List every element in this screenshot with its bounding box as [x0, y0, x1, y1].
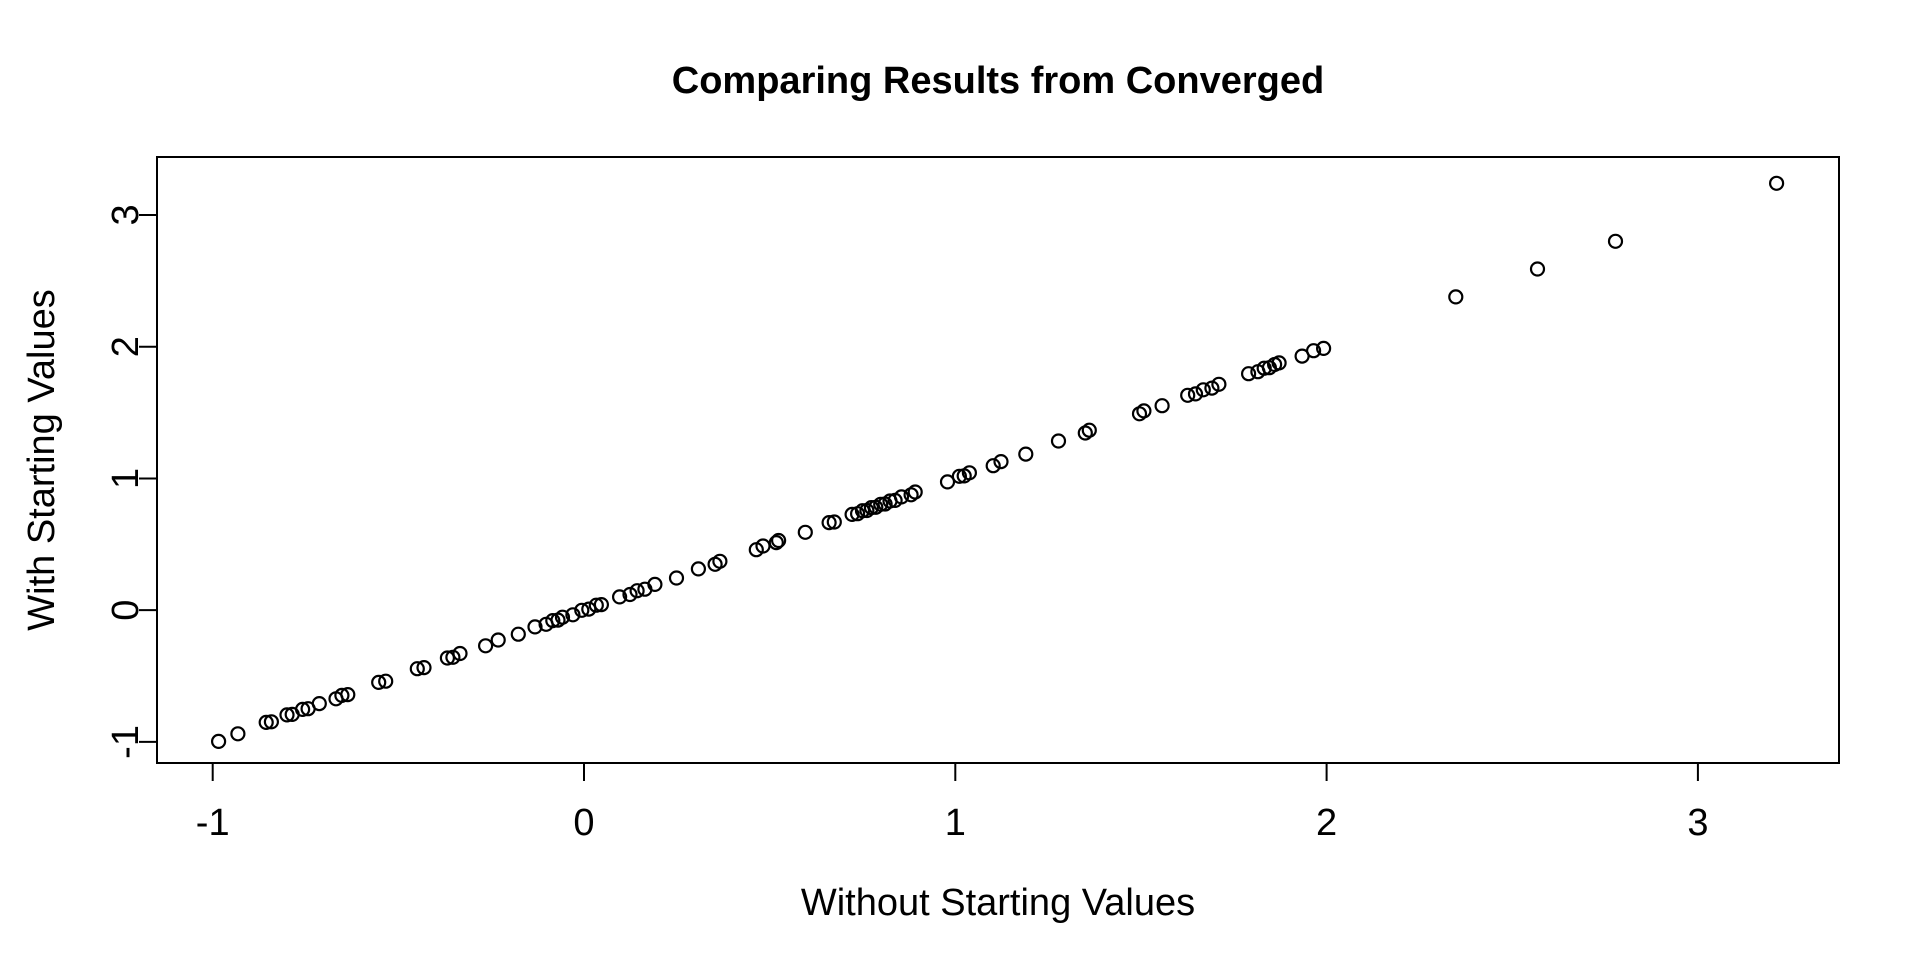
data-point — [629, 583, 645, 599]
data-point — [554, 609, 571, 625]
data-point — [647, 576, 663, 593]
y-tick-label: 1 — [105, 468, 147, 489]
data-point — [1607, 233, 1624, 249]
data-point — [993, 454, 1009, 470]
data-point — [1448, 289, 1464, 305]
y-tick-label: 3 — [105, 204, 147, 225]
data-point — [907, 484, 923, 500]
data-point — [1768, 175, 1785, 191]
x-tick-label: 0 — [573, 802, 594, 844]
data-point — [574, 602, 590, 618]
data-point — [1529, 261, 1546, 277]
data-point — [821, 514, 837, 531]
data-point — [1195, 382, 1211, 398]
data-point — [1271, 355, 1287, 371]
data-point — [854, 503, 871, 519]
data-point — [378, 673, 394, 689]
data-point — [211, 733, 227, 750]
data-point — [1315, 340, 1332, 356]
y-tick-label: -1 — [105, 725, 147, 759]
data-point — [1305, 343, 1322, 359]
data-point — [844, 506, 860, 523]
data-point — [371, 674, 387, 691]
data-point — [826, 514, 842, 530]
data-point — [279, 707, 295, 723]
data-point — [755, 538, 771, 554]
y-tick-label: 0 — [105, 600, 147, 621]
data-point — [527, 619, 543, 635]
data-point — [863, 500, 880, 516]
data-point — [985, 458, 1001, 474]
x-tick-label: 3 — [1687, 802, 1708, 844]
data-point — [1081, 422, 1097, 438]
data-point — [951, 468, 968, 484]
data-point — [1018, 446, 1034, 462]
data-point — [295, 701, 311, 718]
data-point — [263, 714, 279, 730]
data-point — [510, 626, 526, 642]
data-point — [490, 632, 506, 648]
data-point — [797, 524, 813, 540]
x-tick-label: -1 — [196, 802, 230, 844]
data-point — [416, 659, 432, 676]
data-point — [340, 686, 356, 703]
data-point — [230, 726, 246, 742]
data-point — [690, 561, 707, 577]
data-point — [768, 534, 784, 551]
data-point — [1136, 403, 1152, 419]
data-point — [1180, 387, 1196, 403]
data-point — [939, 474, 956, 490]
data-point — [452, 645, 468, 662]
data-point — [893, 489, 910, 505]
data-point — [1211, 376, 1227, 392]
chart-title: Comparing Results from Converged — [672, 60, 1324, 102]
data-point — [611, 589, 628, 605]
data-point — [545, 612, 561, 629]
data-point — [588, 597, 604, 613]
data-point — [770, 532, 787, 549]
data-points-layer — [211, 175, 1785, 750]
data-point — [668, 570, 685, 586]
data-point — [565, 607, 581, 623]
data-point — [478, 638, 494, 654]
data-point — [961, 465, 978, 481]
data-point — [593, 596, 610, 613]
x-axis-label: Without Starting Values — [801, 882, 1195, 924]
data-point — [1050, 433, 1067, 449]
data-point — [873, 496, 889, 512]
y-axis-label: With Starting Values — [21, 289, 63, 630]
data-point — [409, 661, 425, 677]
data-point — [712, 553, 728, 569]
x-tick-label: 1 — [945, 802, 966, 844]
y-axis: -1 0 1 2 3 — [105, 204, 157, 759]
x-axis: -1 0 1 2 3 — [196, 763, 1708, 844]
plot-box — [156, 156, 1840, 764]
data-point — [258, 714, 274, 731]
data-point — [311, 695, 327, 712]
data-point — [1154, 398, 1170, 414]
y-tick-label: 2 — [105, 336, 147, 357]
x-tick-label: 2 — [1316, 802, 1337, 844]
data-point — [334, 687, 350, 704]
data-point — [1187, 386, 1204, 402]
data-point — [1256, 360, 1272, 376]
data-point — [1240, 366, 1257, 382]
